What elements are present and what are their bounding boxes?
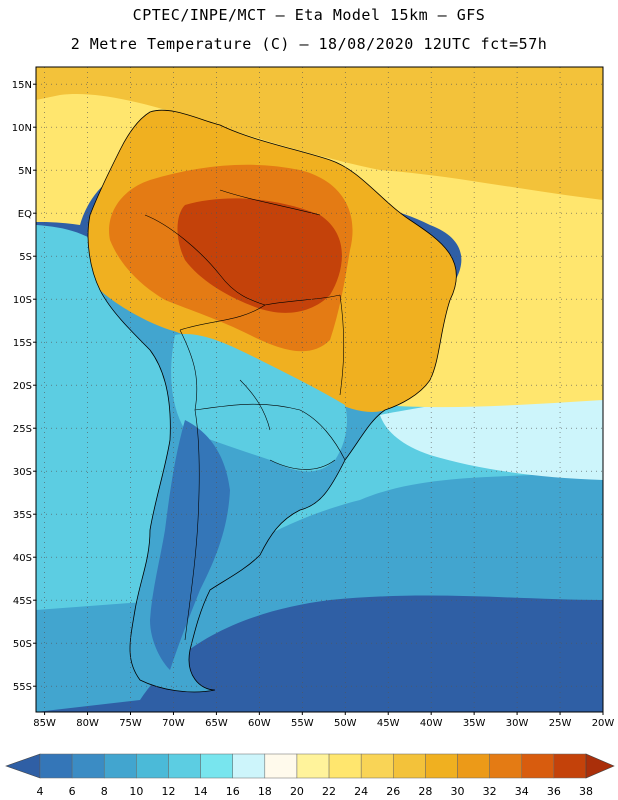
coastline xyxy=(87,109,457,693)
colorbar-swatch xyxy=(360,753,394,779)
land-andes-south xyxy=(150,420,230,670)
lon-tick-label: 20W xyxy=(592,718,615,729)
colorbar-swatch xyxy=(489,753,523,779)
colorbar: 4 6 8 10 12 14 16 18 20 22 24 26 28 30 32 34 36 38 xyxy=(5,753,615,798)
map-frame xyxy=(35,66,604,713)
colorbar-label: 26 xyxy=(386,785,400,798)
lat-tick-label: 5S xyxy=(19,252,32,263)
land-central-cool xyxy=(171,334,347,472)
ocean-pale-band xyxy=(380,385,603,480)
colorbar-swatch xyxy=(425,753,458,779)
longitude-labels: 85W 80W 75W 70W 65W 60W 55W 50W 45W 40W 35W 30W 25W 2… xyxy=(33,712,614,729)
lon-tick-label: 70W xyxy=(162,718,185,729)
colorbar-swatch xyxy=(393,753,426,779)
colorbar-label: 32 xyxy=(483,785,497,798)
map-field xyxy=(36,67,603,712)
country-borders xyxy=(144,189,346,641)
colorbar-label: 10 xyxy=(129,785,143,798)
colorbar-swatch xyxy=(264,753,298,779)
lat-tick-label: 40S xyxy=(13,553,32,564)
lat-tick-label: 20S xyxy=(13,381,32,392)
chart-subtitle: 2 Metre Temperature (C) – 18/08/2020 12U… xyxy=(70,35,548,53)
lon-tick-label: 25W xyxy=(549,718,572,729)
lon-tick-label: 60W xyxy=(248,718,271,729)
colorbar-swatch xyxy=(296,753,330,779)
lat-tick-label: 5N xyxy=(18,166,32,177)
lat-tick-label: 50S xyxy=(13,639,32,650)
colorbar-label: 24 xyxy=(354,785,368,798)
lat-tick-label: 15N xyxy=(12,80,32,91)
lon-tick-label: 40W xyxy=(420,718,443,729)
colorbar-high-arrow xyxy=(585,753,615,779)
lon-tick-label: 45W xyxy=(377,718,400,729)
colorbar-label: 8 xyxy=(101,785,108,798)
lat-tick-label: 30S xyxy=(13,467,32,478)
lon-tick-label: 65W xyxy=(205,718,228,729)
colorbar-label: 30 xyxy=(451,785,465,798)
colorbar-label: 36 xyxy=(547,785,561,798)
colorbar-swatch xyxy=(232,753,266,779)
colorbar-label: 4 xyxy=(37,785,44,798)
lon-tick-label: 85W xyxy=(33,718,56,729)
lat-tick-label: 45S xyxy=(13,596,32,607)
lat-tick-label: EQ xyxy=(18,209,32,220)
colorbar-label: 16 xyxy=(226,785,240,798)
lat-tick-label: 10S xyxy=(13,295,32,306)
colorbar-swatch xyxy=(328,753,362,779)
colorbar-label: 12 xyxy=(161,785,175,798)
colorbar-label: 20 xyxy=(290,785,304,798)
colorbar-label: 14 xyxy=(194,785,208,798)
colorbar-swatch xyxy=(71,753,105,779)
colorbar-swatch xyxy=(136,753,169,779)
lon-tick-label: 35W xyxy=(463,718,486,729)
lon-tick-label: 75W xyxy=(119,718,142,729)
lon-tick-label: 50W xyxy=(334,718,357,729)
latitude-labels: 15N 10N 5N EQ 5S 10S 15S 20S 25S 30S 35S 40S 45S 50S 5… xyxy=(12,80,36,693)
colorbar-label: 18 xyxy=(258,785,272,798)
colorbar-swatch xyxy=(168,753,201,779)
colorbar-low-arrow xyxy=(5,753,41,779)
colorbar-label: 34 xyxy=(515,785,529,798)
chart-title: CPTEC/INPE/MCT – Eta Model 15km – GFS xyxy=(132,6,486,24)
colorbar-swatch xyxy=(521,753,555,779)
colorbar-swatch xyxy=(200,753,233,779)
land-hottest-core xyxy=(177,198,342,313)
lon-tick-label: 30W xyxy=(506,718,529,729)
lon-tick-label: 55W xyxy=(291,718,314,729)
colorbar-label: 6 xyxy=(69,785,76,798)
colorbar-label: 38 xyxy=(579,785,593,798)
colorbar-swatch xyxy=(457,753,490,779)
lat-tick-label: 35S xyxy=(13,510,32,521)
lat-tick-label: 55S xyxy=(13,682,32,693)
colorbar-swatch xyxy=(553,753,587,779)
lat-tick-label: 10N xyxy=(12,123,32,134)
colorbar-swatch xyxy=(103,753,137,779)
colorbar-label: 22 xyxy=(322,785,336,798)
lon-tick-label: 80W xyxy=(76,718,99,729)
ocean-hot-north xyxy=(36,67,603,200)
colorbar-label: 28 xyxy=(418,785,432,798)
lat-tick-label: 15S xyxy=(13,338,32,349)
colorbar-swatch xyxy=(39,753,73,779)
lat-tick-label: 25S xyxy=(13,424,32,435)
